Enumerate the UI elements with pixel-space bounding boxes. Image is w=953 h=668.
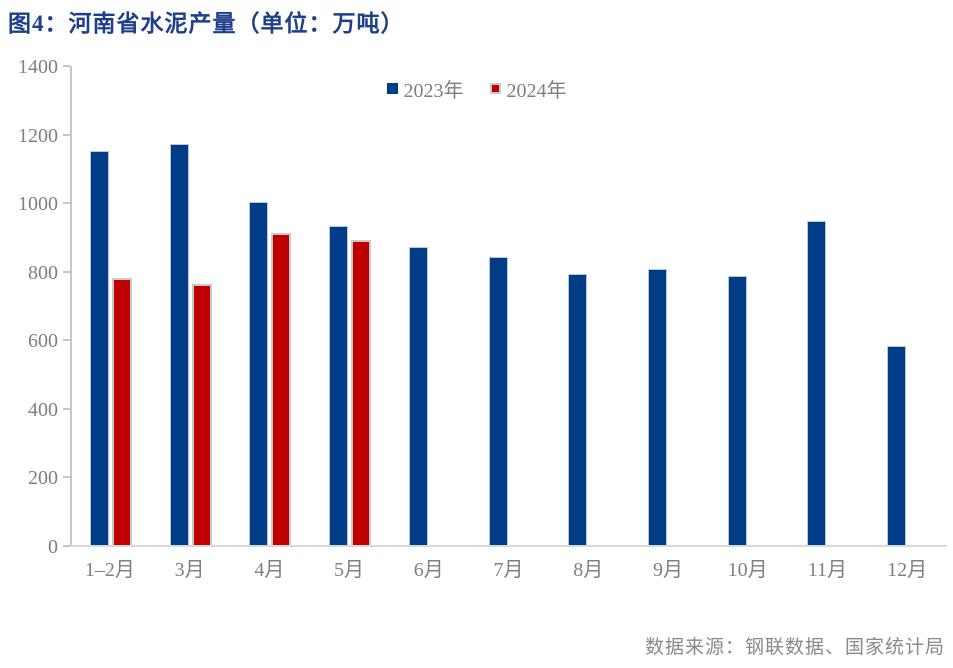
y-tick-mark (63, 476, 70, 479)
x-axis-line (70, 545, 947, 547)
bar-2023-9月 (647, 269, 667, 545)
x-tick-label-5月: 5月 (334, 559, 365, 581)
y-tick-label: 600 (28, 330, 58, 353)
y-tick-mark (63, 339, 70, 342)
bar-2023-5月 (329, 226, 349, 545)
y-tick-label: 200 (28, 467, 58, 490)
x-tick-label-12月: 12月 (887, 559, 928, 581)
bar-2024-5月 (351, 239, 372, 545)
x-tick-label-7月: 7月 (493, 559, 524, 581)
y-tick-mark (63, 407, 70, 410)
bar-2023-3月 (169, 143, 189, 545)
bar-2023-1–2月 (89, 150, 109, 545)
x-tick-label-10月: 10月 (727, 559, 768, 581)
legend-swatch-2023年 (386, 83, 398, 94)
y-tick-mark (63, 133, 70, 136)
legend-swatch-2024年 (489, 83, 501, 94)
bar-2023-11月 (807, 221, 827, 545)
legend-item-2023年: 2023年 (386, 74, 464, 103)
chart-legend: 2023年 2024年 (0, 74, 953, 103)
x-tick-label-9月: 9月 (652, 559, 683, 581)
bar-2024-4月 (271, 233, 292, 545)
bar-2024-1–2月 (111, 277, 132, 545)
bar-2023-12月 (887, 346, 907, 545)
y-tick-label: 1400 (18, 56, 58, 78)
x-tick-label-6月: 6月 (413, 559, 444, 581)
x-tick-label-3月: 3月 (174, 559, 205, 581)
y-tick-mark (63, 65, 70, 67)
x-tick-label-11月: 11月 (807, 559, 848, 581)
legend-label: 2023年 (403, 80, 464, 102)
bar-2023-4月 (249, 202, 269, 545)
y-tick-label: 1000 (18, 193, 58, 216)
legend-label: 2024年 (506, 80, 567, 102)
y-tick-label: 0 (48, 536, 58, 558)
bar-2024-3月 (191, 284, 212, 545)
x-tick-label-4月: 4月 (254, 559, 285, 581)
bar-2023-6月 (408, 246, 428, 545)
y-tick-label: 400 (28, 398, 58, 421)
y-tick-mark (63, 202, 70, 205)
y-tick-mark (63, 270, 70, 273)
data-source-note: 数据来源：钢联数据、国家统计局 (644, 637, 945, 658)
y-tick-mark (63, 545, 70, 547)
legend-item-2024年: 2024年 (489, 74, 567, 103)
x-tick-label-1–2月: 1–2月 (84, 559, 135, 581)
y-tick-label: 800 (28, 261, 58, 284)
y-tick-label: 1200 (18, 124, 58, 147)
bar-2023-10月 (727, 275, 747, 545)
bar-2023-7月 (488, 257, 508, 545)
x-tick-label-8月: 8月 (573, 559, 604, 581)
y-axis-line (70, 66, 72, 547)
bar-2023-8月 (568, 274, 588, 545)
chart-title: 图4：河南省水泥产量（单位：万吨） (8, 11, 405, 36)
